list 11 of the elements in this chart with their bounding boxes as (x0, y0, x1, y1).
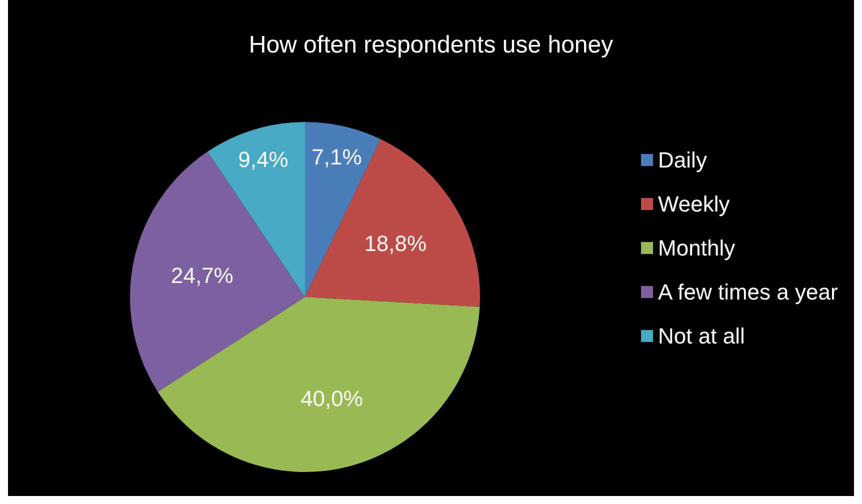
data-label: 40,0% (300, 386, 363, 412)
data-label: 7,1% (312, 144, 362, 170)
legend-label: Daily (658, 148, 707, 172)
chart-title: How often respondents use honey (248, 32, 614, 58)
data-label: 9,4% (238, 147, 288, 172)
legend-label: Weekly (658, 192, 730, 216)
legend-label: A few times a year (658, 280, 838, 304)
data-label: 18,8% (364, 231, 427, 256)
data-label: 24,7% (170, 263, 234, 288)
legend-label: Monthly (658, 236, 736, 260)
legend-label: Not at all (658, 324, 745, 348)
